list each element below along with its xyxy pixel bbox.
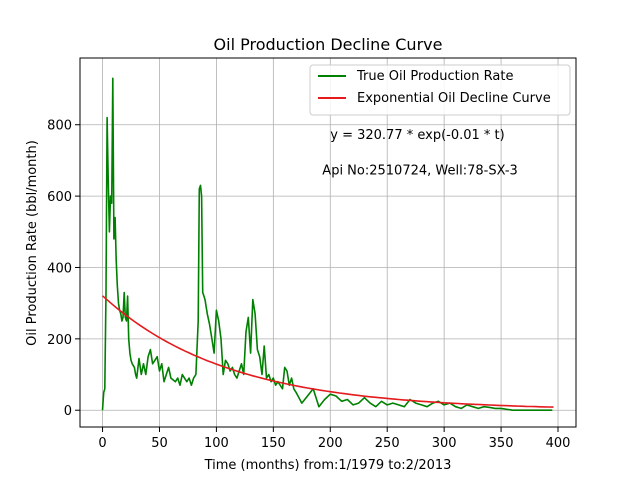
y-tick-label: 200 [47,333,72,348]
x-axis-label: Time (months) from:1/1979 to:2/2013 [204,458,452,473]
y-axis-label: Oil Production Rate (bbl/month) [25,140,40,346]
plot-frame [79,57,577,428]
legend-box [309,64,571,116]
x-tick-label: 200 [318,436,343,451]
y-tick-label: 800 [47,119,72,134]
legend: True Oil Production Rate Exponential Oil… [309,64,571,116]
legend-label-exponential: Exponential Oil Decline Curve [357,91,551,106]
y-tick-label: 400 [47,261,72,276]
x-tick-label: 100 [204,436,229,451]
series-layer [101,77,554,412]
x-tick-label: 300 [432,436,457,451]
well-annotation: Api No:2510724, Well:78-SX-3 [322,164,518,179]
y-axis-ticks: 0 200 400 600 800 [47,119,80,419]
x-tick-label: 50 [151,436,168,451]
x-tick-label: 250 [375,436,400,451]
chart-title: Oil Production Decline Curve [214,35,443,54]
x-tick-label: 150 [261,436,286,451]
x-tick-label: 400 [546,436,571,451]
legend-label-true-oil: True Oil Production Rate [356,69,513,84]
x-tick-label: 0 [98,436,106,451]
x-tick-label: 350 [489,436,514,451]
equation-annotation: y = 320.77 * exp(-0.01 * t) [330,128,504,143]
x-axis-ticks: 0 50 100 150 200 250 300 350 400 [98,427,570,451]
series-true-oil-line [101,77,553,412]
grid [80,58,576,427]
y-tick-label: 600 [47,190,72,205]
y-tick-label: 0 [64,404,72,419]
series-exponential-line [101,295,554,408]
